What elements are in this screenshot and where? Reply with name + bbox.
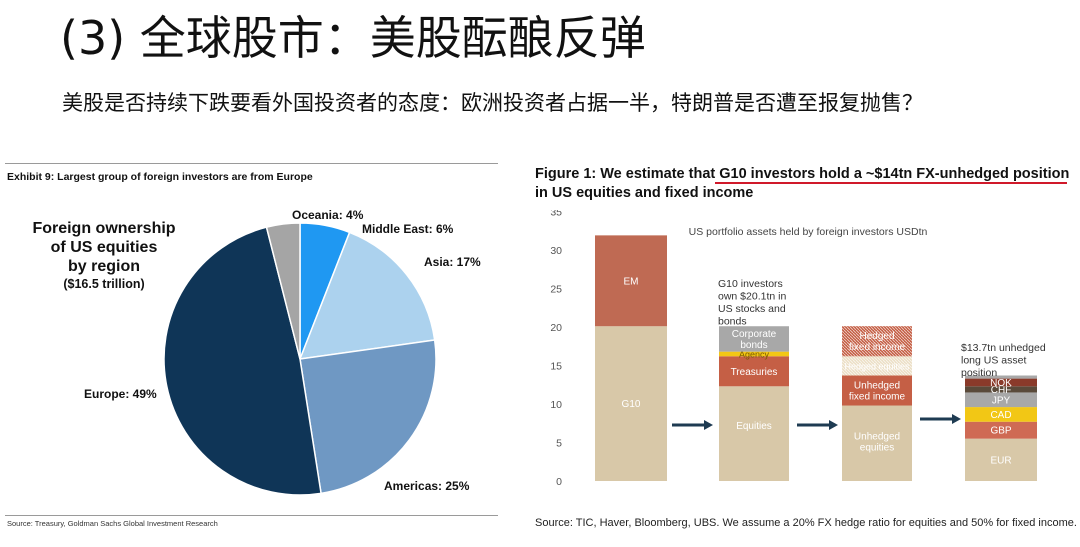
pie-slice-americas xyxy=(299,339,437,495)
pie-title-line: of US equities xyxy=(51,239,158,256)
bar-segment-label: Unhedged xyxy=(854,431,900,442)
pie-label-oceania: Oceania: 4% xyxy=(292,208,364,222)
y-tick-label: 5 xyxy=(556,438,562,450)
unhedged-annotation: long US asset xyxy=(961,355,1026,367)
bar-segment-agency xyxy=(719,351,789,357)
pie-label-europe: Europe: 49% xyxy=(84,387,157,401)
bar-segment-label: EUR xyxy=(990,455,1011,466)
bar-segment-label: equities xyxy=(860,442,894,453)
flow-arrow-head xyxy=(829,420,838,430)
bar-segment-label: JPY xyxy=(992,395,1011,406)
y-tick-label: 35 xyxy=(550,210,562,219)
bar-segment-other xyxy=(965,375,1037,379)
pie-slice-europe xyxy=(163,226,322,496)
bar-segment-hatch xyxy=(842,356,912,376)
figure-title: Figure 1: We estimate that G10 investors… xyxy=(535,165,1075,203)
g10-annotation: G10 investors xyxy=(718,278,783,290)
bar-segment-jpy xyxy=(965,392,1037,408)
bar-segment-gbp xyxy=(965,421,1037,439)
bar-segment-label: Corporate xyxy=(732,329,777,340)
top-rule xyxy=(5,163,498,164)
source-note-left: Source: Treasury, Goldman Sachs Global I… xyxy=(7,519,218,528)
bar-segment-g10 xyxy=(595,326,667,481)
flow-arrow-head xyxy=(952,414,961,424)
bar-segment-label: Hedged xyxy=(859,331,894,342)
bar-segment-label: bonds xyxy=(740,340,767,351)
bar-segment-label: fixed income xyxy=(849,392,906,403)
bar-segment-eur xyxy=(965,438,1037,481)
bar-segment-label: Equities xyxy=(736,421,772,432)
y-tick-label: 0 xyxy=(556,476,562,488)
bar-segment-label: NOK xyxy=(990,378,1012,389)
y-tick-label: 30 xyxy=(550,245,562,257)
y-tick-label: 20 xyxy=(550,322,562,334)
pie-chart-panel: Exhibit 9: Largest group of foreign inve… xyxy=(5,163,498,537)
figure-title-highlight: G10 investors hold a ~$14tn FX-unhedged … xyxy=(719,166,1070,182)
bar-segment-label: CAD xyxy=(990,410,1011,421)
bar-segment-equities xyxy=(719,386,789,481)
bar-segment-unhedged-fixed-income xyxy=(842,375,912,406)
red-underline-mark xyxy=(715,182,1067,184)
slide-title: (3) 全球股市：美股酝酿反弹 xyxy=(60,11,646,65)
bar-chart-title: US portfolio assets held by foreign inve… xyxy=(689,226,928,238)
g10-annotation: own $20.1tn in xyxy=(718,291,786,303)
bar-segment-em xyxy=(595,235,667,327)
g10-annotation: bonds xyxy=(718,316,747,328)
bar-segment-label: G10 xyxy=(622,399,641,410)
g10-annotation: US stocks and xyxy=(718,303,786,315)
figure-title-end: in US equities and fixed income xyxy=(535,185,754,201)
bar-segment-unhedged-equities xyxy=(842,405,912,481)
source-note-right: Source: TIC, Haver, Bloomberg, UBS. We a… xyxy=(535,517,1077,529)
bar-segment-label: CHF xyxy=(991,385,1012,396)
bar-segment-label: Agency xyxy=(739,349,770,359)
bar-segment-nok xyxy=(965,378,1037,387)
pie-label-americas: Americas: 25% xyxy=(384,479,470,493)
exhibit-title: Exhibit 9: Largest group of foreign inve… xyxy=(7,171,313,183)
bar-segment-treasuries xyxy=(719,356,789,387)
pie-slice-asia xyxy=(298,231,436,360)
bar-segment-label: Treasuries xyxy=(731,367,778,378)
slide-subtitle: 美股是否持续下跌要看外国投资者的态度：欧洲投资者占据一半，特朗普是否遭至报复抛售… xyxy=(62,91,923,115)
bar-segment-label: EM xyxy=(624,276,639,287)
unhedged-annotation: $13.7tn unhedged xyxy=(961,342,1046,354)
bar-segment-label: GBP xyxy=(990,426,1011,437)
bar-segment-cad xyxy=(965,407,1037,422)
y-tick-label: 25 xyxy=(550,284,562,296)
pie-label-middle-east: Middle East: 6% xyxy=(362,222,454,236)
bar-chart-panel: Figure 1: We estimate that G10 investors… xyxy=(535,165,1080,540)
bar-segment-hatch xyxy=(842,326,912,357)
bar-segment-label: Unhedged xyxy=(854,381,900,392)
pie-title-line: Foreign ownership xyxy=(32,220,175,237)
bar-segment-label: fixed income xyxy=(849,342,906,353)
y-tick-label: 15 xyxy=(550,361,562,373)
bar-segment-corporate-bonds xyxy=(719,326,789,352)
bar-segment-chf xyxy=(965,386,1037,393)
stacked-bar-chart: 0 5 10 15 20 25 30 35 US portfolio assets held b… xyxy=(550,210,1046,488)
flow-arrow-head xyxy=(704,420,713,430)
pie-slice-oceania xyxy=(265,222,301,360)
pie-subtitle: ($16.5 trillion) xyxy=(63,277,144,291)
pie-title-line: by region xyxy=(68,258,140,275)
unhedged-annotation: position xyxy=(961,367,997,379)
figure-title-start: Figure 1: We estimate that xyxy=(535,166,720,182)
pie-label-asia: Asia: 17% xyxy=(424,255,481,269)
bar-segment-label: Hedged equities xyxy=(844,361,910,371)
y-tick-label: 10 xyxy=(550,399,562,411)
pie-chart: Middle East: 6% Asia: 17% Americas: 25% Eur… xyxy=(32,208,481,496)
bottom-rule xyxy=(5,515,498,516)
